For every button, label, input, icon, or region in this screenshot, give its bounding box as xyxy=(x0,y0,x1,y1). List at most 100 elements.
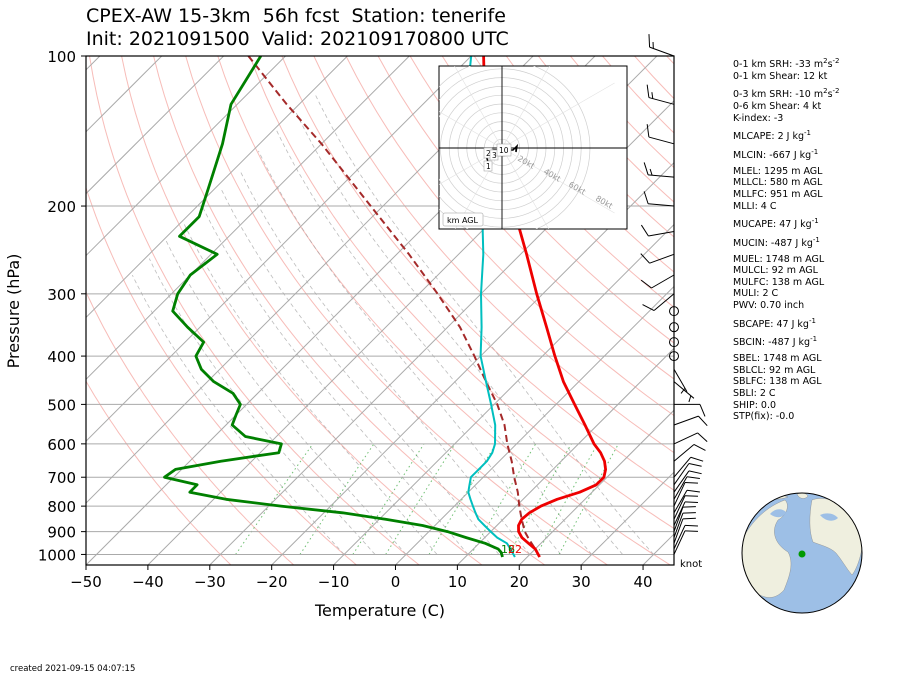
mixing-ratio-line xyxy=(352,443,425,555)
wind-barb xyxy=(673,470,702,493)
barb-flag xyxy=(699,404,706,417)
index-line: MLLI: 4 C xyxy=(733,200,777,212)
index-line: SBEL: 1748 m AGL xyxy=(733,353,822,365)
y-tick-label: 700 xyxy=(47,469,76,487)
moist-adiabat xyxy=(220,189,500,555)
barb-staff xyxy=(673,506,684,532)
wind-barb xyxy=(646,124,675,145)
barb-staff xyxy=(673,501,686,526)
globe-locator xyxy=(741,492,863,614)
hodograph-spoke xyxy=(454,66,503,149)
hodograph-height-box xyxy=(483,160,493,172)
barb-flag xyxy=(684,530,698,532)
barb-staff xyxy=(673,482,686,507)
index-line: PWV: 0.70 inch xyxy=(733,300,805,312)
dry-adiabat xyxy=(345,56,674,417)
wind-barb xyxy=(640,253,675,264)
hodograph-inset: 20kt 40kt 60kt 80kt 2 3 1 10 km AGL xyxy=(438,65,628,230)
barb-flag xyxy=(640,224,649,237)
barb-staff xyxy=(653,293,675,311)
barb-half-flag xyxy=(649,168,653,176)
chart-subtitle: Init: 2021091500 Valid: 202109170800 UTC xyxy=(86,28,509,50)
calm-wind-circle xyxy=(669,337,679,348)
barb-staff xyxy=(673,490,688,514)
barb-flag xyxy=(690,456,704,462)
x-tick-label: −20 xyxy=(256,573,288,591)
barb-flag xyxy=(682,517,696,520)
dry-adiabat xyxy=(89,56,420,565)
barb-flag xyxy=(684,501,698,503)
y-tick-label: 900 xyxy=(47,524,76,542)
index-line: SBLCL: 92 m AGL xyxy=(733,364,816,376)
dry-adiabat xyxy=(409,56,674,344)
wind-barb xyxy=(673,476,700,500)
y-tick-label: 1000 xyxy=(38,546,76,564)
wind-barb xyxy=(673,517,696,544)
barb-flag xyxy=(684,495,698,497)
barb-staff xyxy=(673,495,686,520)
isotherm xyxy=(457,347,674,565)
barb-flag xyxy=(642,304,655,311)
x-tick-label: 20 xyxy=(510,573,529,591)
wind-units-label: knot xyxy=(680,559,703,570)
moist-adiabat xyxy=(258,150,562,555)
wind-barb xyxy=(674,403,706,417)
hodograph-height-label: 1 xyxy=(486,162,491,171)
y-tick-label: 400 xyxy=(47,348,76,366)
dry-adiabat xyxy=(473,56,674,273)
temperature-profile xyxy=(482,56,607,558)
y-tick-label: 300 xyxy=(47,286,76,304)
barb-staff xyxy=(673,456,692,478)
isotherm xyxy=(333,223,674,565)
hodograph-spoke xyxy=(501,82,615,149)
index-line: SHIP: 0.0 xyxy=(733,399,777,411)
y-tick-label: 200 xyxy=(47,198,76,216)
x-tick-label: 30 xyxy=(572,573,591,591)
barb-staff xyxy=(648,136,675,145)
barb-flag xyxy=(686,476,700,479)
axes: −50 −40 −30 −20 −10 0 10 20 30 40 100 200 300 400 500 6… xyxy=(38,48,653,591)
moist-adiabat xyxy=(295,112,623,555)
barb-flag xyxy=(643,191,649,204)
dry-adiabat xyxy=(249,56,674,530)
barb-staff xyxy=(673,518,684,544)
wind-barb xyxy=(642,293,675,311)
wind-barb xyxy=(673,524,698,550)
barb-staff xyxy=(673,476,688,500)
index-line: MULI: 2 C xyxy=(733,288,779,300)
wind-barb xyxy=(648,34,675,57)
barb-half-flag xyxy=(651,92,654,99)
wetbulb-profile xyxy=(465,56,516,558)
barb-staff xyxy=(673,470,690,493)
x-tick-label: −40 xyxy=(132,573,164,591)
hodograph-spoke xyxy=(439,111,503,149)
isotherm xyxy=(271,161,674,565)
barb-flag xyxy=(640,253,650,264)
wind-barb xyxy=(673,489,700,514)
hodograph-legend-box xyxy=(442,212,484,227)
dry-adiabat xyxy=(281,56,674,491)
dry-adiabat xyxy=(441,56,674,308)
wind-barb xyxy=(673,368,688,394)
barb-staff xyxy=(648,97,675,105)
barb-flag xyxy=(682,512,696,514)
x-tick-label: 10 xyxy=(448,573,467,591)
dry-adiabat xyxy=(121,56,483,565)
globe-outline xyxy=(741,492,863,614)
calm-wind-circle xyxy=(669,351,679,362)
barb-staff xyxy=(673,463,690,486)
dewpoint-profile xyxy=(163,56,504,558)
wind-barb xyxy=(646,84,675,105)
barb-staff xyxy=(648,231,675,237)
dry-adiabat xyxy=(86,290,295,565)
wind-barb xyxy=(643,162,675,178)
dry-adiabat xyxy=(185,56,608,565)
index-line: 0-1 km Shear: 12 kt xyxy=(733,70,828,82)
wind-barb xyxy=(643,191,675,207)
dry-adiabat xyxy=(86,380,232,565)
wind-barb xyxy=(673,432,708,445)
wind-barb xyxy=(673,463,702,486)
barb-staff xyxy=(648,174,675,178)
wind-barb xyxy=(673,530,698,555)
